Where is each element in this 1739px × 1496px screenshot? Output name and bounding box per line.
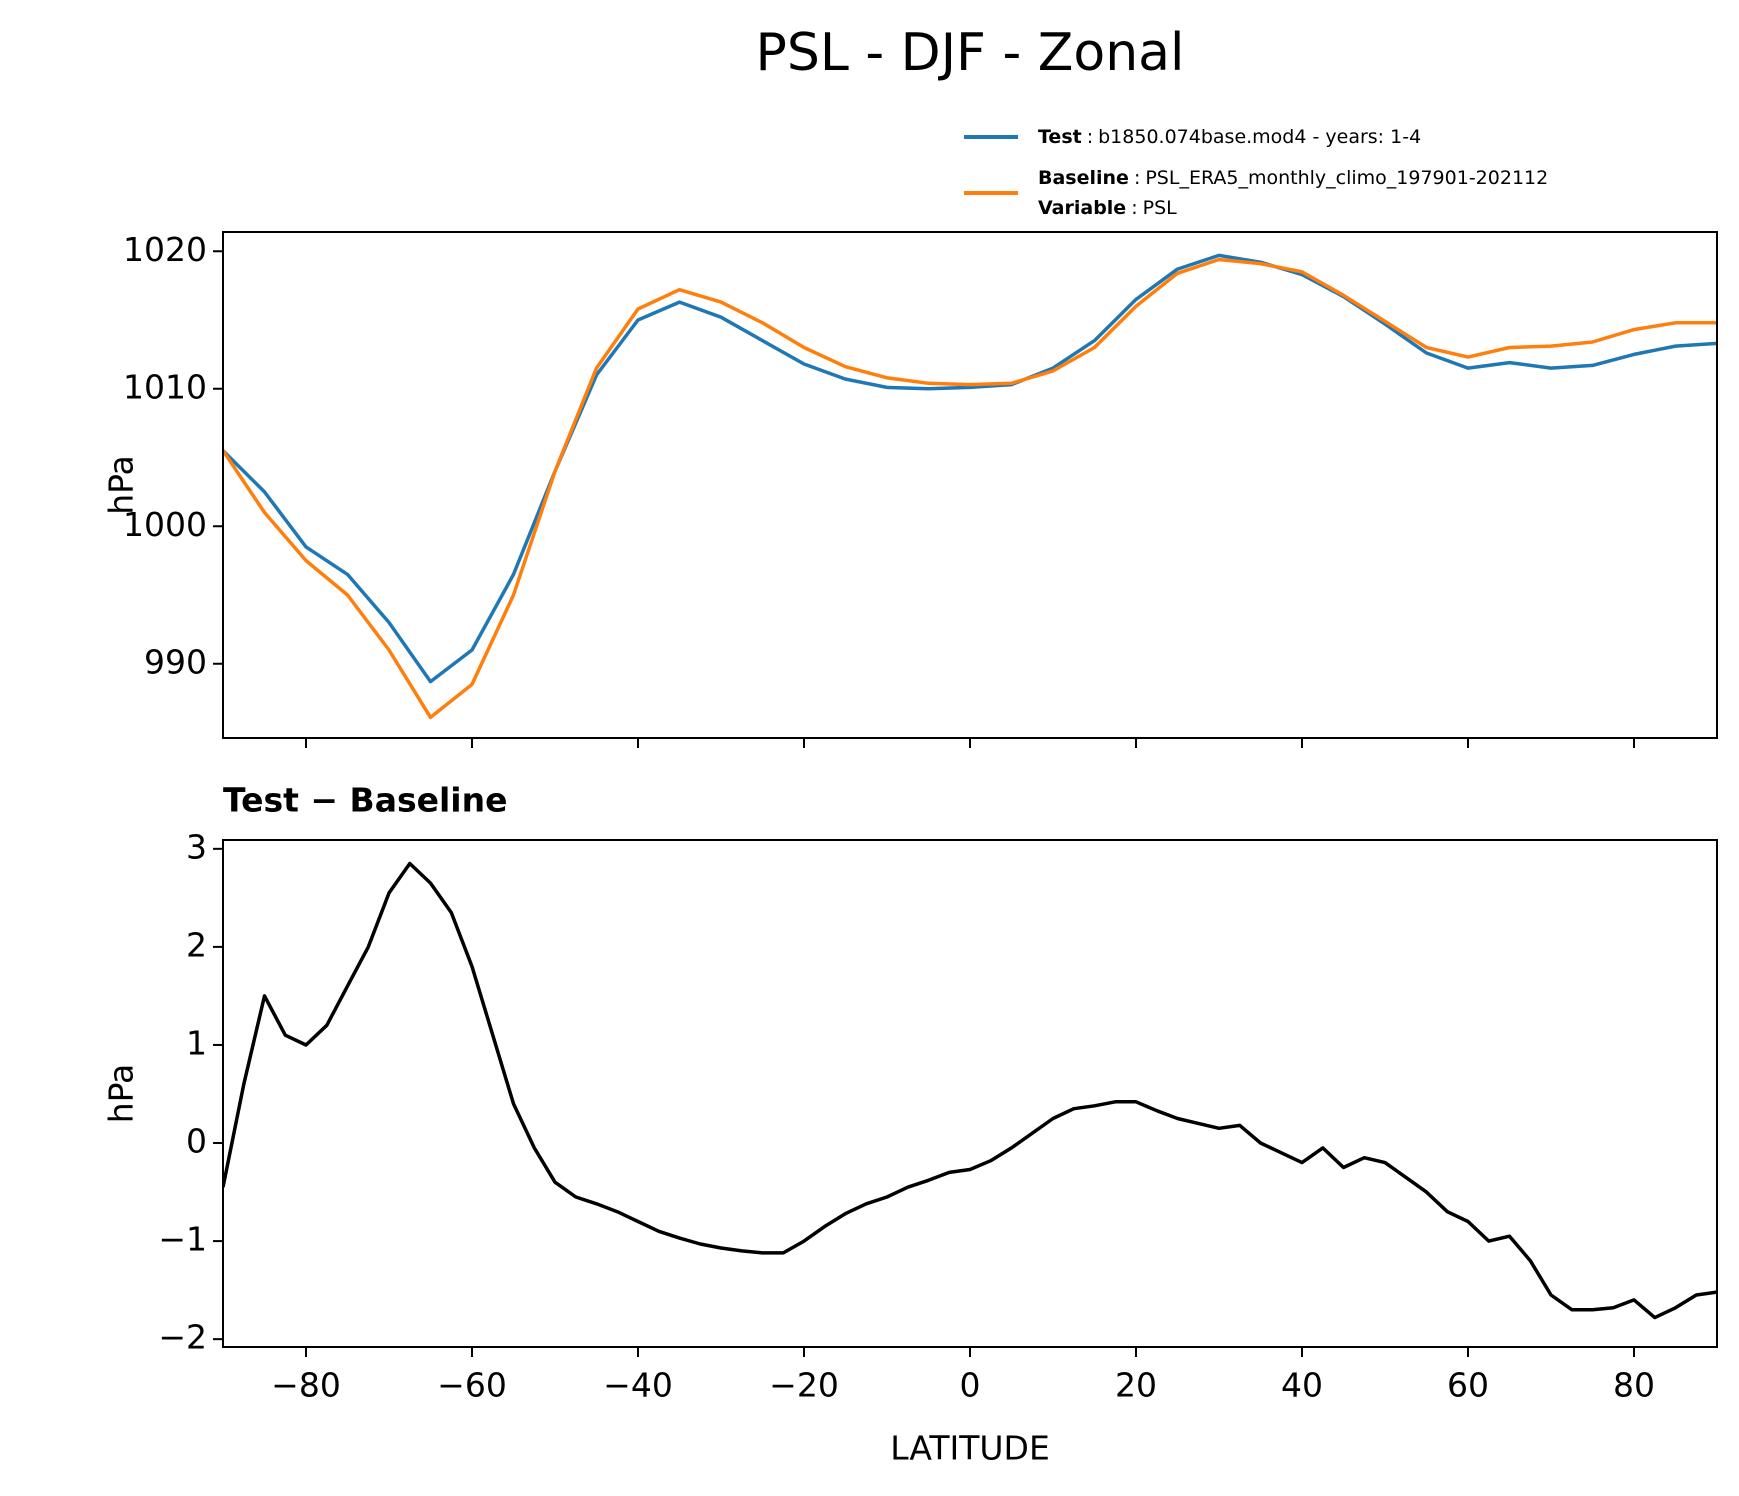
y-tick-label: −2 <box>158 1318 207 1357</box>
y-tick-label: 1 <box>186 1023 207 1062</box>
x-tick-label: 0 <box>960 1366 981 1405</box>
x-tick-label: 40 <box>1281 1366 1323 1405</box>
x-tick-label: 60 <box>1447 1366 1489 1405</box>
legend-entry: Test: b1850.074base.mod4 - years: 1-4 <box>1038 126 1421 148</box>
x-tick-label: −20 <box>769 1366 839 1405</box>
legend-name: Variable <box>1038 197 1126 219</box>
y-tick-label: 3 <box>186 827 207 866</box>
series-line <box>223 253 1717 684</box>
plot-frame <box>222 839 1718 1348</box>
x-tick-label: −80 <box>271 1366 341 1405</box>
legend-text: PSL <box>1143 197 1178 219</box>
x-tick-label: 20 <box>1115 1366 1157 1405</box>
y-axis-label: hPa <box>102 1064 141 1124</box>
x-tick-label: 80 <box>1613 1366 1655 1405</box>
y-tick-label: −1 <box>158 1220 207 1259</box>
series-line <box>223 861 1717 1320</box>
y-tick-label: 1000 <box>123 505 207 544</box>
y-tick-label: 2 <box>186 925 207 964</box>
y-axis-label: hPa <box>102 455 141 515</box>
legend-entry: Baseline: PSL_ERA5_monthly_climo_197901-2… <box>1038 167 1548 189</box>
legend-separator: : <box>1131 197 1137 219</box>
legend-entry: Variable: PSL <box>1038 197 1177 219</box>
legend-text: b1850.074base.mod4 - years: 1-4 <box>1098 126 1421 148</box>
legend-separator: : <box>1087 126 1093 148</box>
legend-name: Baseline <box>1038 167 1129 189</box>
legend-text: PSL_ERA5_monthly_climo_197901-202112 <box>1145 167 1548 189</box>
chart-title: Test − Baseline <box>223 781 508 820</box>
y-tick-label: 0 <box>186 1122 207 1161</box>
legend-separator: : <box>1134 167 1140 189</box>
y-tick-label: 1020 <box>123 230 207 269</box>
series-line <box>223 257 1717 720</box>
y-tick-label: 990 <box>144 642 207 681</box>
x-tick-label: −40 <box>603 1366 673 1405</box>
x-tick-label: −60 <box>437 1366 507 1405</box>
y-tick-label: 1010 <box>123 367 207 406</box>
legend-name: Test <box>1038 126 1082 148</box>
plot-frame <box>222 231 1718 739</box>
x-axis-label: LATITUDE <box>890 1429 1050 1468</box>
figure-title: PSL - DJF - Zonal <box>756 23 1185 83</box>
